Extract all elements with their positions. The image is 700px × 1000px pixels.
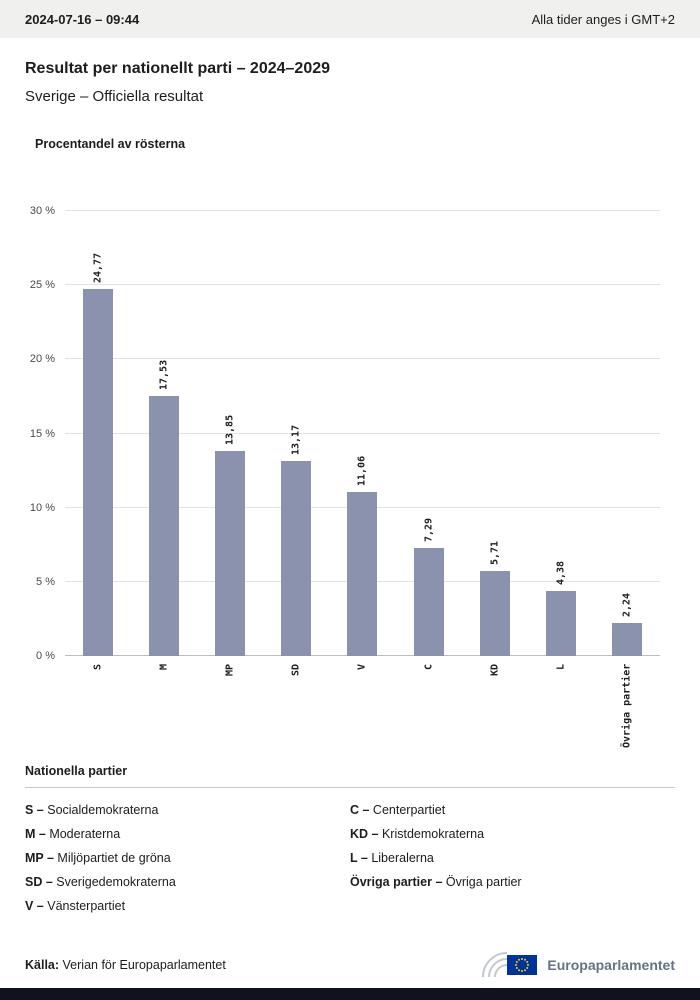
party-legend: Nationella partier S – Socialdemokratern… [25, 764, 675, 923]
legend-item: MP – Miljöpartiet de gröna [25, 851, 171, 865]
bar-chart: 0 % 5 % 10 % 15 % 20 % 25 % 30 % 24,77 S 17,53 M 1… [25, 205, 675, 748]
bar-C[interactable] [413, 547, 444, 656]
x-axis-label: L [555, 664, 567, 671]
bar-slot: 2,24 Övriga partier [594, 211, 660, 748]
legend-item: C – Centerpartiet [350, 803, 446, 817]
bar-value-label: 2,24 [621, 592, 633, 617]
bar-slot: 13,85 MP [197, 211, 263, 676]
footer: Källa: Verian för Europaparlamentet [25, 947, 675, 983]
y-tick-label: 0 % [36, 650, 55, 662]
legend-item: SD – Sverigedemokraterna [25, 875, 176, 889]
plot-area: 24,77 S 17,53 M 13,85 MP 13,17 SD 11,06 V 7,29 C 5,7… [65, 210, 660, 748]
bar-slot: 24,77 S [65, 211, 131, 670]
eu-parliament-hemicycle-flag-icon [482, 952, 538, 978]
bar-slot: 17,53 M [131, 211, 197, 670]
bar-slot: 4,38 L [528, 211, 594, 670]
y-tick-label: 10 % [29, 501, 55, 514]
y-tick-label: 30 % [29, 205, 55, 217]
gridline [65, 210, 660, 211]
source-text: Verian för Europaparlamentet [62, 958, 226, 972]
bar-SD[interactable] [281, 460, 312, 656]
bar-value-label: 13,85 [224, 414, 236, 445]
legend-item: KD – Kristdemokraterna [350, 827, 485, 841]
x-axis-label: C [423, 664, 435, 671]
top-bar: 2024-07-16 – 09:44 Alla tider anges i GM… [0, 0, 700, 38]
y-tick-label: 20 % [29, 353, 55, 366]
legend-item: M – Moderaterna [25, 827, 121, 841]
gridline [65, 284, 660, 286]
legend-item: Övriga partier – Övriga partier [350, 875, 522, 889]
logo-text: Europaparlamentet [547, 957, 675, 973]
source-note: Källa: Verian för Europaparlamentet [25, 958, 226, 972]
x-axis-label: V [356, 664, 368, 671]
bar-slot: 13,17 SD [263, 211, 329, 676]
legend-columns: S – Socialdemokraterna M – Moderaterna MP … [25, 803, 675, 923]
legend-item: S – Socialdemokraterna [25, 803, 159, 817]
bar-value-label: 11,06 [356, 455, 368, 486]
european-parliament-logo: Europaparlamentet [470, 947, 675, 983]
x-axis-label: MP [224, 664, 236, 677]
bottom-bar [0, 988, 700, 1000]
content: Resultat per nationellt parti – 2024–202… [0, 38, 700, 988]
timezone-note: Alla tider anges i GMT+2 [531, 11, 675, 27]
bar-Övriga partier[interactable] [611, 622, 642, 656]
source-label: Källa: [25, 958, 60, 972]
y-axis: 0 % 5 % 10 % 15 % 20 % 25 % 30 % [25, 205, 65, 662]
bar-value-label: 4,38 [555, 560, 567, 586]
bar-slot: 5,71 KD [462, 211, 528, 676]
legend-title: Nationella partier [25, 764, 128, 778]
x-axis-label: S [92, 664, 104, 671]
x-axis-label: Övriga partier [621, 664, 633, 749]
datetime-label: 2024-07-16 – 09:44 [25, 11, 140, 27]
bar-value-label: 24,77 [92, 252, 104, 283]
bar-S[interactable] [83, 288, 114, 656]
legend-divider [25, 787, 675, 788]
x-axis-label: SD [290, 664, 302, 677]
bar-MP[interactable] [215, 450, 246, 656]
legend-column-left: S – Socialdemokraterna M – Moderaterna MP … [25, 803, 350, 923]
bar-KD[interactable] [479, 571, 510, 656]
legend-item: V – Vänsterpartiet [25, 899, 126, 913]
bar-value-label: 5,71 [489, 541, 501, 566]
legend-column-right: C – Centerpartiet KD – Kristdemokraterna L… [350, 803, 675, 923]
bar-value-label: 7,29 [423, 517, 435, 542]
y-tick-label: 25 % [29, 279, 55, 292]
y-tick-label: 15 % [29, 427, 55, 440]
bar-V[interactable] [347, 491, 378, 656]
gridline [65, 432, 660, 434]
x-axis-label: KD [489, 664, 501, 677]
bar-L[interactable] [545, 591, 576, 656]
x-axis-label-area [25, 656, 675, 764]
bar-value-label: 17,53 [158, 359, 170, 390]
chart-title: Procentandel av rösterna [35, 137, 186, 151]
page-title: Resultat per nationellt parti – 2024–202… [25, 60, 331, 77]
bar-slot: 11,06 V [329, 211, 395, 670]
gridline [65, 358, 660, 360]
x-axis-label: M [158, 664, 170, 671]
bar-value-label: 13,17 [290, 424, 302, 455]
bar-slot: 7,29 C [396, 211, 462, 670]
page-subtitle: Sverige – Officiella resultat [25, 88, 204, 105]
y-tick-label: 5 % [36, 575, 55, 588]
bar-M[interactable] [149, 395, 180, 656]
legend-item: L – Liberalerna [350, 851, 434, 865]
